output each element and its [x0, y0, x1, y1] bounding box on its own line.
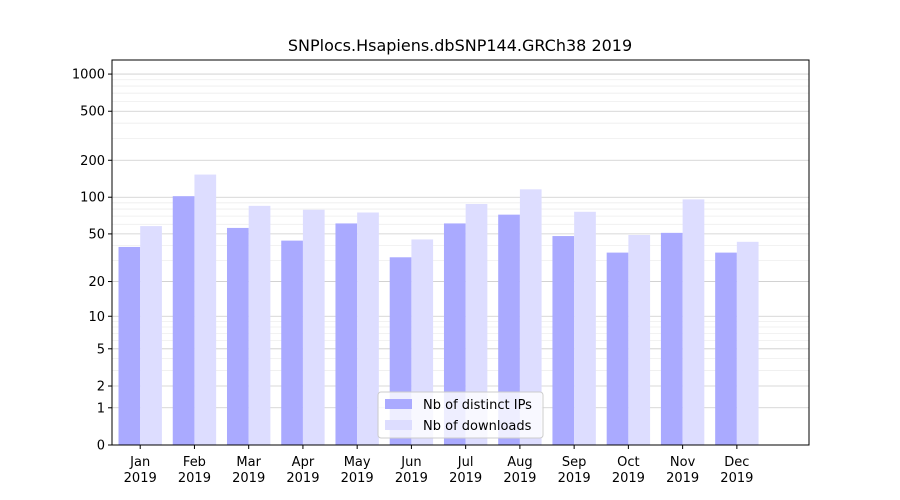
x-tick-label: Aug 2019 — [503, 455, 536, 486]
bar-distinct-ips — [226, 227, 249, 445]
x-tick-label: Jan 2019 — [124, 455, 157, 486]
legend-label: Nb of distinct IPs — [423, 398, 532, 413]
bar-layer — [118, 174, 759, 446]
x-axis: Jan 2019 Feb 2019 Mar 2019 Apr 2019 May 2019 Jun 20… — [124, 445, 753, 486]
bar-downloads — [682, 199, 705, 445]
y-tick-label: 1000 — [72, 68, 105, 83]
y-tick-label: 50 — [88, 227, 105, 242]
bar-downloads — [574, 211, 596, 445]
bar-downloads — [140, 226, 162, 445]
legend: Nb of distinct IPs Nb of downloads — [377, 391, 544, 439]
legend-swatch — [385, 420, 412, 430]
bar-distinct-ips — [118, 246, 141, 445]
x-tick-label: Jun 2019 — [395, 455, 428, 486]
legend-swatch — [385, 399, 412, 409]
chart-title: SNPlocs.Hsapiens.dbSNP144.GRCh38 2019 — [288, 36, 632, 55]
bar-distinct-ips — [715, 252, 737, 445]
bar-distinct-ips — [335, 223, 358, 445]
x-tick-label: Nov 2019 — [666, 455, 699, 486]
x-tick-label: Dec 2019 — [720, 455, 753, 486]
bar-distinct-ips — [172, 196, 195, 445]
x-tick-label: Sep 2019 — [558, 455, 591, 486]
y-tick-label: 1 — [97, 401, 105, 416]
x-tick-label: May 2019 — [341, 455, 374, 486]
legend-box — [377, 391, 544, 439]
x-tick-label: Mar 2019 — [232, 455, 265, 486]
bar-distinct-ips — [660, 232, 683, 445]
bar-downloads — [194, 174, 217, 446]
y-tick-label: 100 — [80, 191, 105, 206]
x-tick-label: Jul 2019 — [449, 455, 482, 486]
bar-distinct-ips — [552, 236, 575, 445]
x-tick-label: Feb 2019 — [178, 455, 211, 486]
y-tick-label: 200 — [80, 154, 105, 169]
bar-downloads — [736, 241, 759, 445]
bar-downloads — [302, 209, 325, 445]
x-tick-label: Apr 2019 — [286, 455, 319, 486]
bar-downloads — [519, 189, 542, 445]
bar-distinct-ips — [443, 223, 466, 445]
y-tick-label: 5 — [97, 342, 105, 357]
y-axis: 0 1 2 5 10 20 50 100 200 500 1000 — [72, 68, 112, 454]
bar-distinct-ips — [606, 252, 629, 445]
bar-downloads — [248, 205, 271, 445]
bar-downloads — [357, 212, 379, 445]
plot-frame — [111, 59, 810, 446]
y-tick-label: 500 — [80, 105, 105, 120]
legend-label: Nb of downloads — [423, 419, 532, 434]
bar-distinct-ips — [498, 214, 520, 445]
y-tick-label: 0 — [97, 439, 105, 454]
bar-downloads — [628, 234, 651, 445]
bar-downloads — [465, 204, 488, 445]
bar-distinct-ips — [281, 240, 303, 445]
y-tick-label: 10 — [88, 310, 105, 325]
x-tick-label: Oct 2019 — [612, 455, 645, 486]
y-tick-label: 20 — [88, 275, 105, 290]
y-tick-label: 2 — [97, 380, 105, 395]
